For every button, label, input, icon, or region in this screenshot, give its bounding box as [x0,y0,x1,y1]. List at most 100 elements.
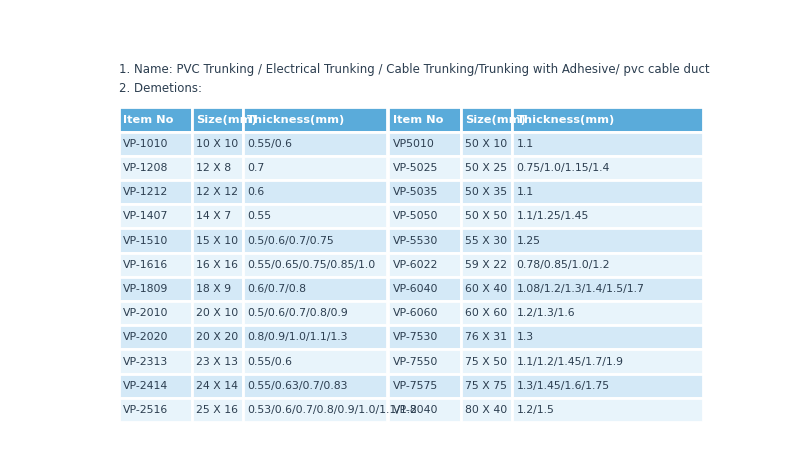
Text: VP-1809: VP-1809 [123,284,168,294]
Bar [512,156,702,180]
Text: 1.1: 1.1 [517,187,534,197]
Bar [192,374,242,398]
Text: VP-1407: VP-1407 [123,211,168,221]
Bar [118,349,192,374]
Text: VP-1212: VP-1212 [123,187,168,197]
Text: 20 X 20: 20 X 20 [196,332,238,343]
Text: 1.1/1.25/1.45: 1.1/1.25/1.45 [517,211,589,221]
Bar [192,180,242,204]
Bar [242,180,387,204]
Text: 20 X 10: 20 X 10 [196,308,238,318]
Text: Item No: Item No [123,114,174,124]
Bar [388,398,461,422]
Bar [242,325,387,349]
Text: 23 X 13: 23 X 13 [196,357,238,366]
Text: Size(mm): Size(mm) [465,114,526,124]
Bar [192,253,242,277]
Bar [461,301,512,325]
Text: 0.55: 0.55 [247,211,271,221]
Text: VP-1208: VP-1208 [123,163,168,173]
Text: VP-2414: VP-2414 [123,381,168,391]
Bar [242,253,387,277]
Text: 12 X 8: 12 X 8 [196,163,231,173]
Bar [118,180,192,204]
Text: 24 X 14: 24 X 14 [196,381,238,391]
Text: VP-2313: VP-2313 [123,357,168,366]
Text: 50 X 50: 50 X 50 [465,211,507,221]
Bar [512,180,702,204]
Bar [242,156,387,180]
Bar [118,204,192,229]
Bar [388,325,461,349]
Bar [118,156,192,180]
Text: VP-5035: VP-5035 [393,187,438,197]
Bar [512,229,702,253]
Text: 0.5/0.6/0.7/0.8/0.9: 0.5/0.6/0.7/0.8/0.9 [247,308,348,318]
Bar [118,277,192,301]
Text: 1.08/1.2/1.3/1.4/1.5/1.7: 1.08/1.2/1.3/1.4/1.5/1.7 [517,284,645,294]
Bar [512,301,702,325]
Text: Item No: Item No [393,114,443,124]
Text: VP-5530: VP-5530 [393,236,438,246]
Bar [192,325,242,349]
Bar [512,132,702,156]
Text: 1. Name: PVC Trunking / Electrical Trunking / Cable Trunking/Trunking with Adhes: 1. Name: PVC Trunking / Electrical Trunk… [118,62,710,75]
Bar [118,374,192,398]
Bar [192,204,242,229]
Bar [192,301,242,325]
Bar [512,204,702,229]
Bar [242,398,387,422]
Text: VP5010: VP5010 [393,139,434,149]
Bar [461,349,512,374]
Text: 15 X 10: 15 X 10 [196,236,238,246]
Text: VP-7530: VP-7530 [393,332,438,343]
Text: 0.6/0.7/0.8: 0.6/0.7/0.8 [247,284,306,294]
Bar [242,374,387,398]
Bar [242,349,387,374]
Text: 16 X 16: 16 X 16 [196,260,238,270]
Text: Thickness(mm): Thickness(mm) [517,114,615,124]
Text: 1.25: 1.25 [517,236,541,246]
Bar [461,229,512,253]
Text: VP-5050: VP-5050 [393,211,438,221]
Bar [192,229,242,253]
Bar [512,107,702,132]
Text: 1.1: 1.1 [517,139,534,149]
Text: VP-2516: VP-2516 [123,405,168,415]
Bar [461,180,512,204]
Text: 1.2/1.3/1.6: 1.2/1.3/1.6 [517,308,575,318]
Text: 0.55/0.65/0.75/0.85/1.0: 0.55/0.65/0.75/0.85/1.0 [247,260,375,270]
Bar [512,398,702,422]
Text: VP-1010: VP-1010 [123,139,169,149]
Text: 0.55/0.6: 0.55/0.6 [247,139,292,149]
Bar [461,132,512,156]
Text: VP-7575: VP-7575 [393,381,438,391]
Bar [512,374,702,398]
Bar [242,277,387,301]
Bar [512,277,702,301]
Text: 25 X 16: 25 X 16 [196,405,238,415]
Text: VP-6060: VP-6060 [393,308,438,318]
Text: 14 X 7: 14 X 7 [196,211,231,221]
Text: VP-5025: VP-5025 [393,163,438,173]
Bar [242,107,387,132]
Text: 2. Demetions:: 2. Demetions: [118,82,202,95]
Text: 0.55/0.63/0.7/0.83: 0.55/0.63/0.7/0.83 [247,381,347,391]
Bar [461,156,512,180]
Bar [192,107,242,132]
Text: 18 X 9: 18 X 9 [196,284,231,294]
Text: 60 X 60: 60 X 60 [465,308,507,318]
Text: 59 X 22: 59 X 22 [465,260,507,270]
Bar [388,132,461,156]
Text: 0.78/0.85/1.0/1.2: 0.78/0.85/1.0/1.2 [517,260,610,270]
Bar [118,301,192,325]
Bar [118,132,192,156]
Bar [388,180,461,204]
Text: 50 X 25: 50 X 25 [465,163,507,173]
Bar [118,398,192,422]
Bar [388,277,461,301]
Bar [388,253,461,277]
Bar [118,107,192,132]
Bar [512,349,702,374]
Text: VP-1510: VP-1510 [123,236,168,246]
